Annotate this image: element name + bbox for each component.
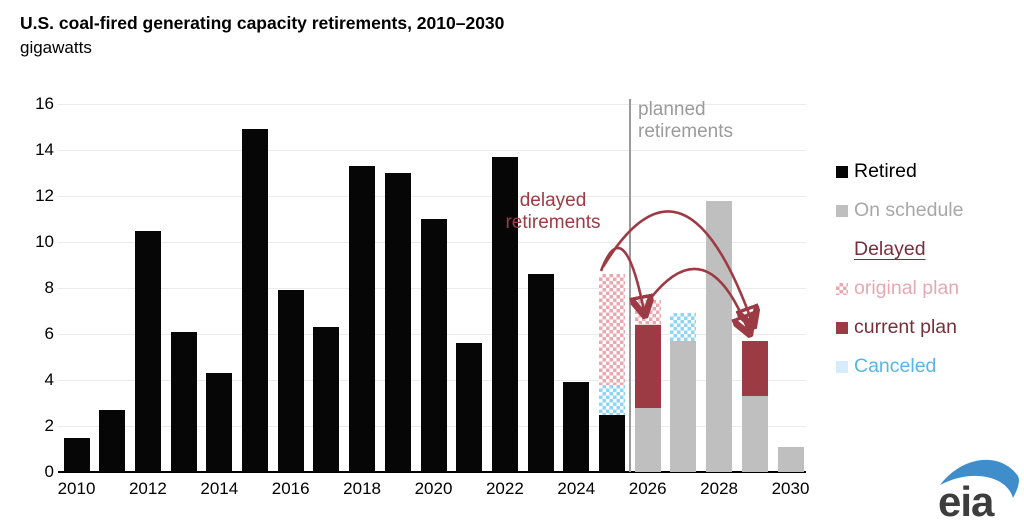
gridline-16 (58, 103, 806, 105)
legend-label: Delayed (854, 238, 926, 260)
legend-label: original plan (854, 277, 960, 299)
legend-item-on-schedule: On schedule (836, 191, 964, 230)
gridline-14 (58, 149, 806, 151)
bar-2017-retired (313, 327, 340, 472)
x-tick-2024: 2024 (557, 479, 596, 498)
bar-2026-current_plan (634, 324, 661, 408)
bar-2014-retired (206, 373, 233, 472)
y-axis: 0 2 4 6 8 10 12 14 16 (14, 95, 54, 481)
bar-2025-original_plan (599, 274, 625, 385)
chart-title: U.S. coal-fired generating capacity reti… (20, 13, 505, 33)
bar-2022-retired (491, 156, 518, 472)
bar-2029-on_schedule (741, 396, 768, 472)
bar-2020-retired (420, 219, 447, 472)
legend-label: Retired (854, 160, 917, 182)
x-tick-2026: 2026 (628, 479, 667, 498)
bar-2018-retired (349, 166, 376, 472)
bar-2011-retired (99, 409, 126, 472)
legend-label: current plan (854, 316, 957, 338)
bar-2026-original_plan (634, 299, 661, 325)
legend-item-retired: Retired (836, 152, 964, 191)
annotation-planned-retirements: planned retirements (638, 99, 734, 142)
bar-2019-retired (384, 173, 411, 472)
x-tick-2014: 2014 (200, 479, 239, 498)
bar-2021-retired (456, 343, 483, 472)
legend-label: Canceled (854, 355, 937, 377)
bar-2016-retired (277, 290, 304, 472)
y-tick-4: 4 (44, 370, 54, 389)
bar-2023-retired (527, 274, 554, 472)
chart-units-label: gigawatts (20, 38, 92, 57)
legend-swatch-none-icon (836, 244, 848, 256)
y-tick-10: 10 (35, 232, 54, 251)
legend-item-original-plan: original plan (836, 269, 964, 308)
y-tick-16: 16 (35, 94, 54, 113)
gridline-12 (58, 195, 806, 197)
y-tick-14: 14 (35, 140, 54, 159)
bar-2029-current_plan (741, 340, 768, 397)
legend-label: On schedule (854, 199, 964, 221)
legend-swatch-canceled-icon (836, 360, 848, 373)
bar-2025-retired (599, 414, 625, 472)
x-tick-2028: 2028 (700, 479, 738, 498)
bar-2015-retired (242, 129, 268, 472)
bar-2028-on_schedule (706, 200, 733, 472)
y-tick-2: 2 (44, 416, 54, 435)
legend-item-delayed: Delayed (836, 230, 964, 269)
legend-swatch-onsched-icon (836, 204, 848, 217)
x-tick-2016: 2016 (271, 479, 310, 498)
plot-area (58, 103, 806, 473)
bar-2030-on_schedule (777, 446, 804, 472)
y-tick-0: 0 (44, 462, 54, 481)
x-tick-2022: 2022 (485, 479, 524, 498)
bar-2027-canceled (670, 313, 697, 341)
bar-2025-canceled (599, 384, 625, 415)
bar-2013-retired (170, 331, 197, 472)
legend-swatch-original-icon (836, 282, 848, 295)
bar-2010-retired (63, 437, 90, 472)
planned-retirements-divider-line (629, 99, 631, 472)
x-tick-2030: 2030 (771, 479, 810, 498)
bar-2012-retired (134, 230, 161, 472)
x-tick-2018: 2018 (343, 479, 381, 498)
eia-logo: eia (936, 449, 1022, 525)
y-tick-6: 6 (44, 324, 54, 343)
y-tick-12: 12 (35, 186, 54, 205)
legend-item-canceled: Canceled (836, 347, 964, 386)
x-tick-2020: 2020 (414, 479, 453, 498)
x-axis: 2010 2012 2014 2016 2018 2020 2022 2024 2026 2028… (58, 479, 810, 503)
x-tick-2010: 2010 (57, 479, 96, 498)
eia-logo-swoosh (940, 459, 1019, 498)
annotation-delayed-retirements: delayed retirements (505, 190, 601, 233)
legend-swatch-retired-icon (836, 165, 848, 178)
bar-2026-on_schedule (634, 407, 661, 472)
bar-2024-retired (563, 382, 590, 472)
legend: Retired On schedule Delayed original plan cu… (836, 152, 964, 386)
y-tick-8: 8 (44, 278, 54, 297)
bar-2027-on_schedule (670, 340, 697, 472)
legend-item-current-plan: current plan (836, 308, 964, 347)
x-tick-2012: 2012 (128, 479, 167, 498)
eia-logo-text: eia (938, 478, 995, 523)
legend-swatch-current-icon (836, 321, 848, 334)
x-axis-line (58, 471, 806, 473)
